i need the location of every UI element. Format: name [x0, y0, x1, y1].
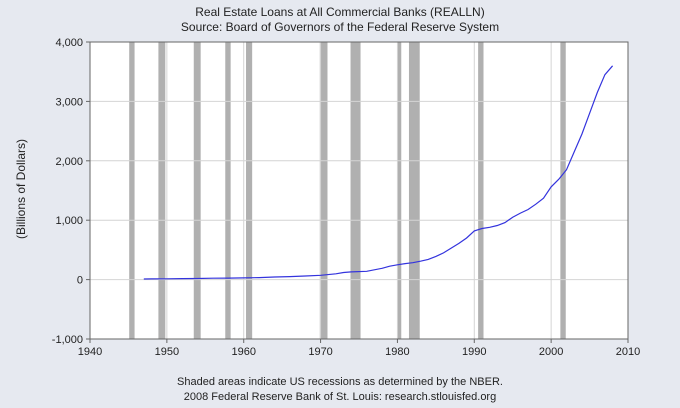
x-tick-label: 1970: [308, 346, 332, 358]
y-tick-label: 2,000: [55, 156, 83, 168]
recession-bar: [560, 42, 566, 339]
y-tick-label: 4,000: [55, 37, 83, 49]
axes: 1940 1950 1960 1970 1980 1990 2000 2010 -1,000 0 1…: [52, 37, 640, 358]
x-tick-label: 1960: [231, 346, 255, 358]
recession-bar: [193, 42, 201, 339]
recession-bar: [158, 42, 166, 339]
y-tick-label: -1,000: [52, 334, 83, 346]
footer-note-recessions: Shaded areas indicate US recessions as d…: [177, 376, 503, 388]
recession-shading: [129, 42, 566, 339]
y-tick-label: 0: [77, 275, 83, 287]
recession-bar: [408, 42, 420, 339]
plot-border: [89, 41, 629, 340]
chart-title: Real Estate Loans at All Commercial Bank…: [195, 5, 485, 19]
footer-note-source: 2008 Federal Reserve Bank of St. Louis: …: [183, 391, 497, 403]
x-tick-label: 1940: [78, 346, 102, 358]
recession-bar: [478, 42, 484, 339]
x-tick-label: 2000: [539, 346, 563, 358]
recession-bar: [225, 42, 231, 339]
x-tick-label: 1990: [462, 346, 486, 358]
recession-bar: [246, 42, 253, 339]
x-tick-label: 2010: [616, 346, 640, 358]
x-tick-label: 1950: [155, 346, 179, 358]
recession-bar: [397, 42, 402, 339]
recession-bar: [319, 42, 328, 339]
x-tick-label: 1980: [385, 346, 409, 358]
chart-subtitle: Source: Board of Governors of the Federa…: [180, 20, 500, 34]
series-layer: [143, 65, 614, 280]
y-tick-label: 3,000: [55, 96, 83, 108]
series-line: [143, 65, 614, 280]
recession-bar: [350, 42, 361, 339]
recession-bar: [129, 42, 135, 339]
y-tick-label: 1,000: [55, 215, 83, 227]
